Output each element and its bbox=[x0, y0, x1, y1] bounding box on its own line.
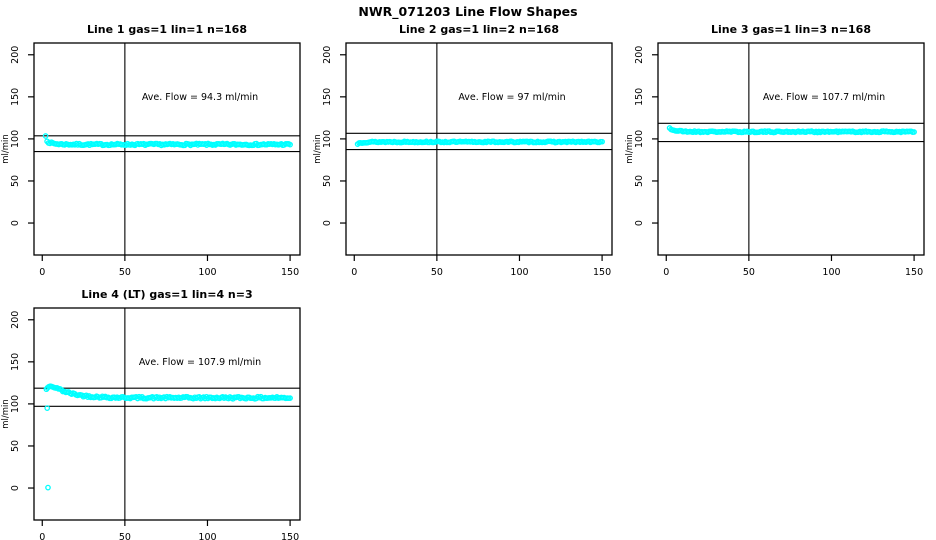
data-point bbox=[287, 395, 293, 401]
ave-flow-annotation: Ave. Flow = 107.7 ml/min bbox=[763, 92, 885, 103]
subplot-title: Line 3 gas=1 lin=3 n=168 bbox=[711, 23, 871, 36]
plot-frame bbox=[657, 42, 925, 256]
subplot-title: Line 4 (LT) gas=1 lin=4 n=3 bbox=[81, 288, 252, 301]
x-tick-label: 50 bbox=[743, 267, 755, 278]
y-tick-label: 50 bbox=[10, 175, 21, 187]
y-tick-label: 200 bbox=[10, 311, 21, 329]
y-tick-label: 150 bbox=[322, 88, 333, 106]
x-tick-label: 50 bbox=[119, 532, 131, 540]
y-axis-label: ml/min bbox=[625, 134, 635, 164]
y-tick-label: 200 bbox=[10, 46, 21, 64]
x-tick-label: 0 bbox=[39, 532, 45, 540]
y-axis-label: ml/min bbox=[1, 134, 11, 164]
figure-title: NWR_071203 Line Flow Shapes bbox=[358, 4, 577, 20]
y-tick-label: 50 bbox=[322, 175, 333, 187]
ave-flow-annotation: Ave. Flow = 107.9 ml/min bbox=[139, 357, 261, 368]
x-tick-label: 150 bbox=[905, 267, 923, 278]
data-point bbox=[44, 405, 51, 411]
ave-flow-annotation: Ave. Flow = 97 ml/min bbox=[458, 92, 565, 103]
data-points bbox=[43, 383, 293, 491]
y-tick-label: 50 bbox=[634, 175, 645, 187]
data-point bbox=[599, 138, 605, 145]
y-tick-label: 100 bbox=[322, 130, 333, 148]
subplot-line2: Line 2 gas=1 lin=2 n=168 0 50 100 150 0 50 100 1… bbox=[313, 23, 613, 278]
y-tick-label: 150 bbox=[10, 88, 21, 106]
plot-frame bbox=[33, 42, 301, 256]
charts-root: Line 1 gas=1 lin=1 n=168 0 50 100 150 0 50 100 1… bbox=[1, 23, 925, 540]
x-tick-label: 0 bbox=[351, 267, 357, 278]
data-points bbox=[42, 133, 293, 149]
subplot-line1: Line 1 gas=1 lin=1 n=168 0 50 100 150 0 50 100 1… bbox=[1, 23, 301, 278]
x-tick-label: 100 bbox=[198, 267, 216, 278]
ave-flow-annotation: Ave. Flow = 94.3 ml/min bbox=[142, 92, 258, 103]
x-tick-label: 100 bbox=[822, 267, 840, 278]
y-tick-label: 150 bbox=[634, 88, 645, 106]
x-tick-label: 100 bbox=[198, 532, 216, 540]
y-tick-label: 0 bbox=[634, 220, 645, 226]
x-tick-label: 0 bbox=[663, 267, 669, 278]
y-tick-label: 100 bbox=[634, 130, 645, 148]
x-tick-label: 150 bbox=[281, 532, 299, 540]
data-points bbox=[354, 138, 605, 147]
y-tick-label: 200 bbox=[322, 46, 333, 64]
data-point bbox=[287, 141, 293, 148]
subplot-line3: Line 3 gas=1 lin=3 n=168 0 50 100 150 0 50 100 1… bbox=[625, 23, 925, 278]
subplot-line4: Line 4 (LT) gas=1 lin=4 n=3 0 50 100 150 0 50 1… bbox=[1, 288, 301, 540]
x-tick-label: 50 bbox=[431, 267, 443, 278]
subplot-title: Line 1 gas=1 lin=1 n=168 bbox=[87, 23, 247, 36]
y-axis-label: ml/min bbox=[313, 134, 323, 164]
y-tick-label: 0 bbox=[10, 485, 21, 491]
x-tick-label: 150 bbox=[593, 267, 611, 278]
y-tick-label: 0 bbox=[10, 220, 21, 226]
x-tick-label: 0 bbox=[39, 267, 45, 278]
y-tick-label: 150 bbox=[10, 353, 21, 371]
y-tick-label: 200 bbox=[634, 46, 645, 64]
data-point bbox=[42, 133, 49, 139]
y-tick-label: 100 bbox=[10, 395, 21, 413]
x-tick-label: 100 bbox=[510, 267, 528, 278]
y-axis-label: ml/min bbox=[1, 399, 11, 429]
y-tick-label: 0 bbox=[322, 220, 333, 226]
plot-frame bbox=[33, 307, 301, 521]
data-point bbox=[45, 484, 51, 491]
x-tick-label: 150 bbox=[281, 267, 299, 278]
y-tick-label: 50 bbox=[10, 440, 21, 452]
y-tick-label: 100 bbox=[10, 130, 21, 148]
data-points bbox=[666, 125, 917, 136]
subplot-title: Line 2 gas=1 lin=2 n=168 bbox=[399, 23, 559, 36]
x-tick-label: 50 bbox=[119, 267, 131, 278]
data-point bbox=[911, 129, 917, 135]
plot-frame bbox=[345, 42, 613, 256]
